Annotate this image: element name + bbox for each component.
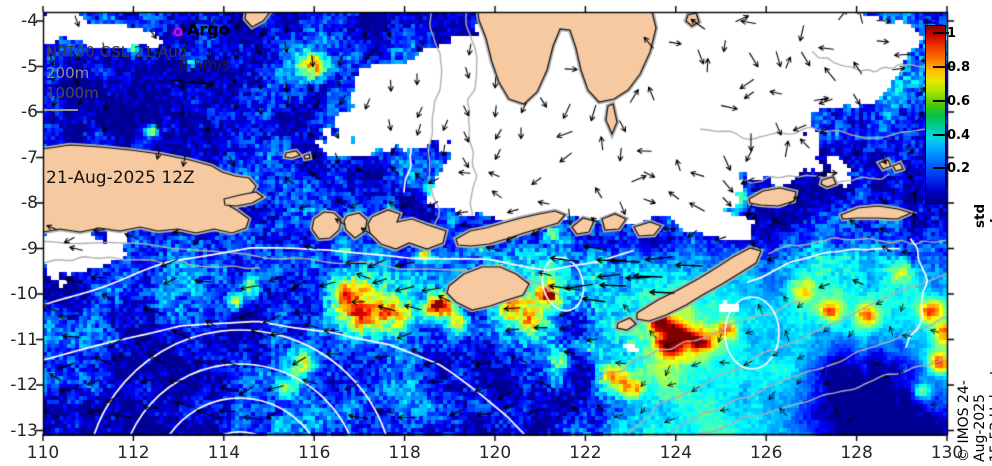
colorbar-tick-label: 0.6 (947, 93, 971, 109)
velocity-scale-label: 0.5m/s (179, 56, 231, 74)
x-axis-tick-label: 120 (478, 443, 512, 463)
y-axis-tick-label: -6 (21, 102, 38, 122)
y-axis-tick-label: -9 (21, 238, 38, 259)
x-axis-tick-label: 110 (26, 443, 60, 463)
colorbar-tick-label: 0.8 (947, 60, 971, 76)
colorbar (925, 25, 946, 204)
model-run-label: NRT00 GSL 21-Aug (46, 43, 188, 61)
contour-1000m-label: 1000m (46, 84, 99, 102)
x-axis-tick-label: 122 (569, 443, 602, 463)
colorbar-tick-mark (933, 133, 949, 136)
argo-float-label: Argo (187, 20, 230, 39)
y-axis-tick-label: -4 (21, 11, 38, 31)
colorbar-tick-mark (933, 167, 949, 170)
y-axis-tick-label: -5 (21, 56, 38, 77)
x-axis-tick-label: 118 (388, 443, 421, 463)
y-axis-tick-label: -7 (21, 147, 38, 168)
colorbar-tick-label: 0.4 (947, 127, 971, 143)
x-axis-tick-label: 128 (840, 443, 873, 463)
colorbar-tick-mark (933, 66, 949, 69)
y-axis-tick-label: -12 (10, 375, 38, 395)
colorbar-title: std dev of 4hr SST comp (972, 200, 992, 228)
x-axis-tick-label: 112 (117, 443, 150, 463)
colorbar-tick-mark (933, 32, 949, 35)
colorbar-tick-label: 0.2 (947, 161, 971, 177)
datetime-label: 21-Aug-2025 12Z (46, 168, 195, 188)
y-axis-tick-label: -11 (10, 329, 38, 350)
contour-1000m-sample-line (44, 109, 78, 111)
y-axis-tick-label: -10 (10, 284, 38, 304)
x-axis-tick-label: 114 (207, 443, 241, 463)
x-axis-tick-label: 130 (930, 443, 964, 463)
colorbar-tick-mark (933, 99, 949, 102)
contour-200m-label: 200m (46, 64, 90, 82)
y-axis-tick-label: -8 (21, 193, 38, 213)
x-axis-tick-label: 126 (749, 443, 783, 463)
y-axis-tick-label: -13 (10, 420, 38, 441)
x-axis-tick-label: 116 (297, 443, 331, 463)
colorbar-tick-label: 1 (947, 26, 957, 42)
x-axis-tick-label: 124 (659, 443, 693, 463)
